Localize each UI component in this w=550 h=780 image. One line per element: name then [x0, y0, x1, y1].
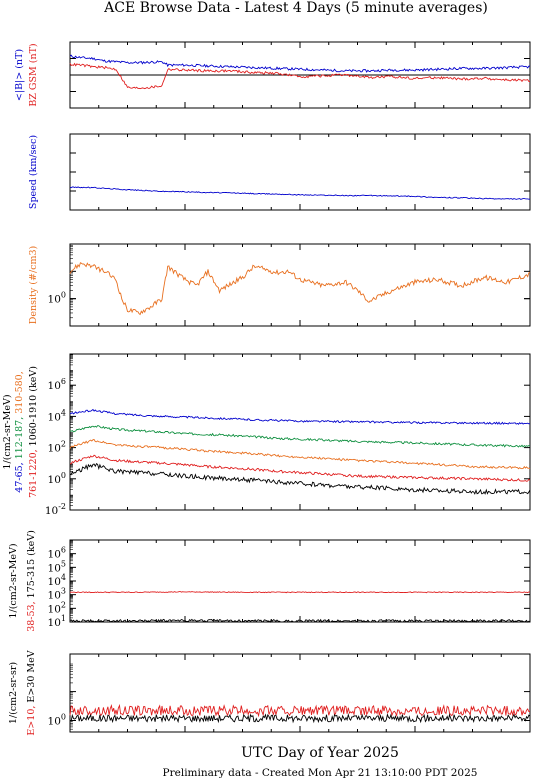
y-axis-label-part: 1/(cm2-sr-sr)	[8, 662, 19, 724]
y-axis-label: 1/(cm2-sr-MeV)	[2, 394, 13, 469]
y-axis-label-part: 310-580,	[14, 371, 25, 417]
footer-note: Preliminary data - Created Mon Apr 21 13…	[163, 767, 478, 779]
series-line-2	[70, 425, 531, 448]
panel-3: 100 Density (#/cm3)	[28, 243, 531, 327]
y-axis-label: Density (#/cm3)	[28, 246, 39, 324]
y-axis-label-part: 175-315 (keV)	[26, 530, 37, 601]
series-line-2	[69, 712, 531, 724]
panel-1: <|B|> (nT) BZ GSM (nT)	[14, 41, 531, 109]
y-axis-label-part: <|B|> (nT)	[14, 49, 25, 101]
y-tick-label: 106	[48, 377, 66, 392]
series-line-2	[69, 62, 531, 90]
y-axis-label-part: BZ GSM (nT)	[28, 43, 39, 106]
y-axis-label-part: 47-65,	[14, 462, 25, 492]
series-line-3	[69, 439, 531, 470]
plot-frame	[69, 353, 531, 511]
y-tick-label: 100	[48, 291, 66, 306]
y-tick-label: 104	[48, 408, 66, 423]
y-axis-label: 761-1220, 1060-1910 (keV)	[28, 366, 39, 498]
panel-6: 100 1/(cm2-sr-sr) E>10, E>30 MeV	[8, 650, 531, 736]
y-axis-label: 38-53, 175-315 (keV)	[26, 530, 37, 632]
series-line-1	[69, 54, 531, 73]
y-axis-label-part: 1/(cm2-sr-MeV)	[2, 394, 13, 469]
y-tick-label: 10-2	[45, 502, 66, 517]
plot-frame	[69, 133, 531, 211]
y-axis-label-part: E>10,	[26, 706, 37, 736]
series-line-1	[69, 591, 531, 594]
figure-title: ACE Browse Data - Latest 4 Days (5 minut…	[103, 0, 488, 16]
y-axis-label: 1/(cm2-sr-sr)	[8, 662, 19, 724]
y-tick-label: 103	[48, 587, 66, 602]
y-axis-label-part: 761-1220,	[28, 449, 39, 498]
y-tick-label: 105	[48, 559, 66, 574]
y-axis-label-part: 38-53,	[26, 601, 37, 631]
y-axis-label-part: E>30 MeV	[26, 650, 37, 705]
y-tick-label: 101	[48, 614, 66, 629]
series-line-1	[69, 186, 531, 200]
x-axis-label: UTC Day of Year 2025	[241, 745, 399, 761]
series-line-1	[69, 262, 531, 316]
y-axis-label: <|B|> (nT)	[14, 49, 25, 101]
y-axis-label-part: Density (#/cm3)	[28, 246, 39, 324]
panel-4: 10-2 100 102 104 106 1/(cm2-sr-MeV)47-65, 112…	[2, 353, 531, 517]
y-axis-label: 47-65, 112-187, 310-580,	[14, 371, 25, 492]
series-line-5	[69, 463, 531, 495]
y-axis-label-part: 1060-1910 (keV)	[28, 366, 39, 449]
y-axis-label: E>10, E>30 MeV	[26, 650, 37, 735]
y-axis-label: BZ GSM (nT)	[28, 43, 39, 106]
y-axis-label-part: 112-187,	[14, 417, 25, 463]
plot-frame	[69, 539, 531, 623]
y-tick-label: 102	[48, 440, 66, 455]
series-line-2	[69, 618, 531, 623]
series-line-1	[69, 703, 531, 718]
y-tick-label: 100	[48, 712, 66, 727]
y-tick-label: 104	[48, 573, 66, 588]
y-axis-label-part: 1/(cm2-sr-MeV)	[8, 543, 19, 618]
y-tick-label: 106	[48, 546, 66, 561]
y-tick-label: 100	[48, 471, 66, 486]
y-tick-label: 102	[48, 600, 66, 615]
panel-2: Speed (km/sec)	[28, 133, 531, 211]
series-line-1	[69, 408, 531, 425]
series-line-4	[69, 454, 531, 482]
panels: <|B|> (nT) BZ GSM (nT) Speed (km/sec) 100 De…	[2, 41, 531, 736]
y-axis-label-part: Speed (km/sec)	[28, 135, 39, 209]
y-axis-label: 1/(cm2-sr-MeV)	[8, 543, 19, 618]
y-axis-label: Speed (km/sec)	[28, 135, 39, 209]
